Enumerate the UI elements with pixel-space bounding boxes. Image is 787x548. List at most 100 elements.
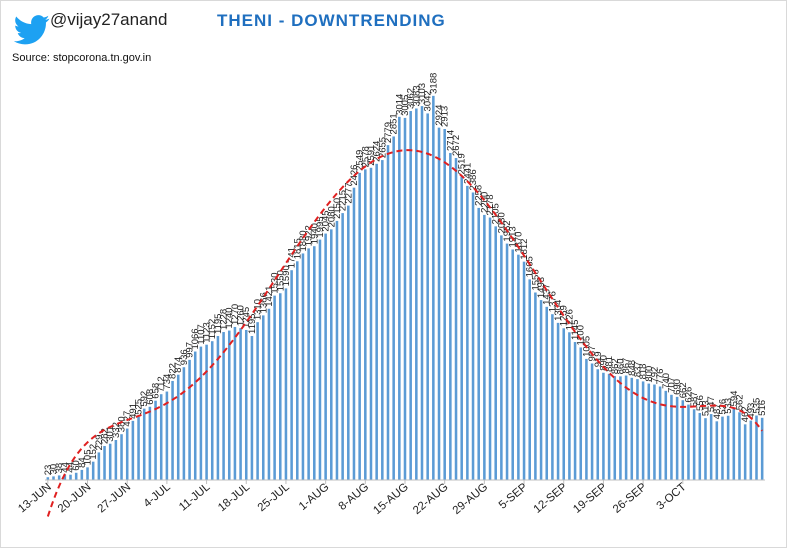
bar bbox=[562, 328, 566, 480]
data-label: 525 bbox=[134, 399, 145, 415]
data-label: 1530 bbox=[270, 272, 281, 293]
x-tick-label: 20-JUN bbox=[56, 481, 94, 515]
bar bbox=[398, 116, 401, 480]
data-label: 1123 bbox=[202, 322, 213, 342]
bar bbox=[517, 254, 520, 480]
data-label: 707 bbox=[666, 377, 677, 393]
data-label: 1310 bbox=[253, 299, 264, 320]
bar bbox=[658, 386, 662, 480]
data-label: 734 bbox=[162, 374, 173, 390]
data-label: 1880 bbox=[298, 230, 309, 251]
data-label: 2105 bbox=[491, 203, 502, 224]
data-label: 3062 bbox=[406, 88, 417, 109]
data-label: 1812 bbox=[519, 239, 530, 260]
data-label: 860 bbox=[615, 359, 626, 375]
data-label: 800 bbox=[644, 366, 655, 382]
trendline bbox=[46, 149, 763, 517]
data-label: 1376 bbox=[547, 291, 558, 312]
bar bbox=[347, 205, 350, 480]
x-tick-label: 15-AUG bbox=[371, 481, 411, 517]
data-label: 848 bbox=[627, 360, 638, 376]
data-label: 1590 bbox=[281, 265, 292, 286]
x-tick-label: 3-OCT bbox=[655, 481, 689, 512]
x-tick-label: 1-AUG bbox=[297, 481, 332, 513]
data-label: 1107 bbox=[196, 324, 207, 344]
bar bbox=[619, 376, 622, 480]
data-label: 44 bbox=[60, 462, 71, 473]
bar bbox=[125, 428, 129, 480]
bar bbox=[636, 379, 639, 480]
bar bbox=[415, 108, 418, 480]
bar bbox=[114, 439, 118, 480]
bar bbox=[755, 415, 758, 480]
data-label: 2714 bbox=[445, 130, 456, 151]
bar bbox=[743, 424, 747, 480]
bar bbox=[420, 106, 424, 480]
bar bbox=[585, 358, 588, 480]
bar bbox=[630, 377, 634, 480]
data-label: 513 bbox=[700, 400, 711, 416]
bar bbox=[551, 314, 554, 480]
data-label: 1437 bbox=[542, 284, 553, 305]
data-label: 594 bbox=[729, 391, 740, 407]
bar bbox=[607, 373, 611, 480]
bar bbox=[709, 414, 713, 480]
data-label: 874 bbox=[173, 357, 184, 373]
data-label: 587 bbox=[689, 391, 700, 407]
data-label: 997 bbox=[185, 342, 196, 358]
data-label: 712 bbox=[156, 376, 167, 392]
data-label: 3005 bbox=[400, 95, 411, 116]
bar bbox=[692, 409, 696, 480]
data-label: 282 bbox=[100, 428, 111, 444]
data-label: 84 bbox=[77, 457, 88, 468]
bar bbox=[364, 169, 367, 480]
bar bbox=[154, 400, 157, 480]
bar bbox=[108, 443, 112, 480]
x-tick-label: 18-JUL bbox=[216, 481, 253, 514]
bar bbox=[222, 332, 225, 480]
data-label: 380 bbox=[117, 416, 128, 432]
bar bbox=[641, 381, 645, 480]
data-label: 919 bbox=[593, 351, 604, 367]
data-label: 837 bbox=[632, 361, 643, 377]
bar bbox=[670, 394, 673, 480]
bar bbox=[46, 477, 50, 480]
bar bbox=[681, 400, 685, 480]
bar bbox=[466, 185, 469, 481]
data-label: 1228 bbox=[219, 309, 230, 330]
bar bbox=[256, 322, 259, 480]
data-label: 493 bbox=[746, 403, 757, 419]
data-label: 2851 bbox=[389, 113, 400, 134]
bar bbox=[358, 172, 361, 480]
bar bbox=[250, 336, 254, 480]
bar bbox=[120, 434, 123, 480]
data-label: 1240 bbox=[224, 307, 235, 328]
data-label: 1366 bbox=[258, 292, 269, 313]
bar bbox=[449, 152, 452, 480]
bar bbox=[63, 474, 67, 480]
data-label: 533 bbox=[723, 398, 734, 414]
x-tick-label: 8-AUG bbox=[337, 481, 372, 513]
bar bbox=[244, 329, 248, 480]
bar bbox=[301, 253, 305, 480]
data-label: 776 bbox=[655, 369, 666, 385]
data-label: 1145 bbox=[570, 320, 581, 340]
data-label: 1995 bbox=[315, 216, 326, 237]
bar bbox=[176, 374, 180, 480]
bar bbox=[437, 127, 441, 480]
bar bbox=[279, 293, 282, 480]
data-label: 690 bbox=[672, 379, 683, 395]
bar bbox=[296, 261, 299, 480]
bar bbox=[273, 295, 276, 480]
bar bbox=[386, 145, 390, 480]
bar bbox=[199, 346, 203, 480]
bar bbox=[568, 332, 571, 480]
bar bbox=[471, 192, 475, 481]
bar bbox=[131, 420, 135, 480]
bar bbox=[318, 239, 322, 480]
bar bbox=[381, 160, 384, 480]
data-label: 1870 bbox=[513, 232, 524, 253]
data-label: 516 bbox=[757, 400, 768, 416]
data-label: 881 bbox=[604, 356, 615, 372]
bar bbox=[159, 394, 163, 480]
